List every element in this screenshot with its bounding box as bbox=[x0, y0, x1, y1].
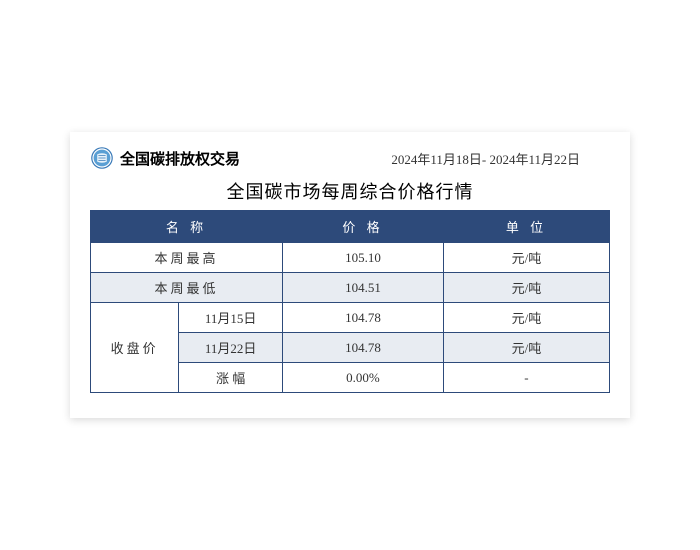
row-price: 104.51 bbox=[283, 273, 444, 303]
report-card: 全国碳排放权交易 2024年11月18日- 2024年11月22日 全国碳市场每… bbox=[70, 132, 630, 418]
header-row: 全国碳排放权交易 2024年11月18日- 2024年11月22日 bbox=[90, 142, 610, 178]
closing-sub: 11月22日 bbox=[179, 333, 283, 363]
table-row: 收盘价 11月15日 104.78 元/吨 bbox=[91, 303, 610, 333]
date-range: 2024年11月18日- 2024年11月22日 bbox=[391, 149, 580, 168]
main-title: 全国碳市场每周综合价格行情 bbox=[90, 178, 610, 204]
row-price: 104.78 bbox=[283, 303, 444, 333]
row-unit: 元/吨 bbox=[443, 243, 609, 273]
row-name: 本周最低 bbox=[91, 273, 283, 303]
price-table: 名 称 价 格 单 位 本周最高 105.10 元/吨 本周最低 104.51 … bbox=[90, 210, 610, 393]
closing-sub: 11月15日 bbox=[179, 303, 283, 333]
table-header-row: 名 称 价 格 单 位 bbox=[91, 211, 610, 243]
row-name: 本周最高 bbox=[91, 243, 283, 273]
row-unit: 元/吨 bbox=[443, 303, 609, 333]
brand-name: 全国碳排放权交易 bbox=[120, 148, 240, 169]
row-unit: 元/吨 bbox=[443, 333, 609, 363]
row-price: 104.78 bbox=[283, 333, 444, 363]
closing-sub: 涨 幅 bbox=[179, 363, 283, 393]
row-unit: - bbox=[443, 363, 609, 393]
col-name-header: 名 称 bbox=[91, 211, 283, 243]
table-row: 本周最高 105.10 元/吨 bbox=[91, 243, 610, 273]
closing-label: 收盘价 bbox=[91, 303, 179, 393]
col-price-header: 价 格 bbox=[283, 211, 444, 243]
brand-logo-icon bbox=[90, 146, 114, 170]
row-price: 105.10 bbox=[283, 243, 444, 273]
row-unit: 元/吨 bbox=[443, 273, 609, 303]
row-price: 0.00% bbox=[283, 363, 444, 393]
table-row: 本周最低 104.51 元/吨 bbox=[91, 273, 610, 303]
col-unit-header: 单 位 bbox=[443, 211, 609, 243]
brand: 全国碳排放权交易 bbox=[90, 146, 240, 170]
